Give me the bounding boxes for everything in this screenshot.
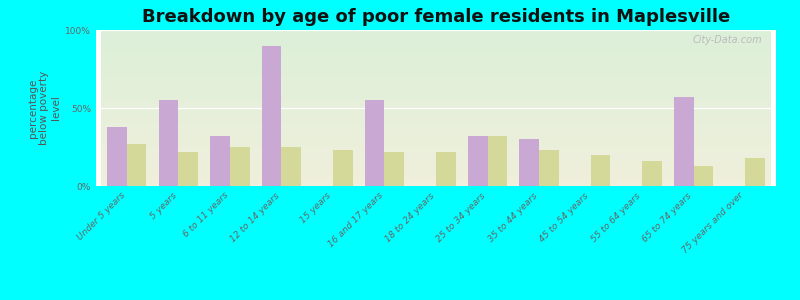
Bar: [539, 150, 558, 186]
Bar: [385, 152, 404, 186]
Bar: [282, 147, 301, 186]
Bar: [694, 166, 713, 186]
Bar: [159, 100, 178, 186]
Bar: [745, 158, 765, 186]
Bar: [590, 155, 610, 186]
Bar: [468, 136, 487, 186]
Bar: [436, 152, 455, 186]
Bar: [487, 136, 507, 186]
Title: Breakdown by age of poor female residents in Maplesville: Breakdown by age of poor female resident…: [142, 8, 730, 26]
Bar: [230, 147, 250, 186]
Bar: [333, 150, 353, 186]
Bar: [365, 100, 385, 186]
Bar: [674, 97, 694, 186]
Y-axis label: percentage
below poverty
level: percentage below poverty level: [28, 71, 61, 145]
Bar: [127, 144, 146, 186]
Bar: [210, 136, 230, 186]
Bar: [642, 161, 662, 186]
Bar: [519, 139, 539, 186]
Bar: [107, 127, 127, 186]
Text: City-Data.com: City-Data.com: [693, 35, 762, 45]
Bar: [262, 46, 282, 186]
Bar: [178, 152, 198, 186]
